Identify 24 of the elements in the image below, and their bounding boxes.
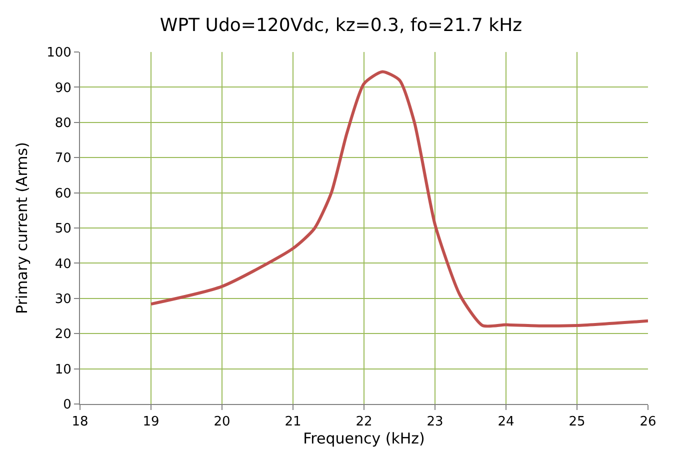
y-tick-label: 40 [54,256,72,272]
x-axis-title: Frequency (kHz) [303,430,425,448]
y-tick-label: 80 [54,116,72,131]
x-tick-label: 18 [72,414,88,430]
y-tick-label: 100 [46,46,72,61]
y-tick-label: 70 [54,151,72,166]
y-tick-label: 30 [54,292,72,307]
x-tick-label: 22 [356,414,372,430]
chart-title: WPT Udo=120Vdc, kz=0.3, fo=21.7 kHz [160,14,522,36]
y-axis-title: Primary current (Arms) [12,142,31,314]
x-tick-label: 24 [498,414,514,430]
x-tick-label: 21 [284,414,302,430]
x-tick-label: 20 [214,414,230,430]
y-tick-label: 90 [54,80,72,96]
line-series [150,70,648,328]
x-tick-label: 26 [640,414,656,430]
y-tick-label: 50 [54,222,72,237]
y-tick-label: 60 [54,186,72,202]
y-tick-label: 10 [54,362,72,378]
y-tick-label: 20 [54,327,72,342]
y-tick-label: 0 [63,398,72,413]
x-tick-label: 25 [568,414,586,430]
x-tick-label: 19 [142,414,160,430]
x-tick-label: 23 [426,414,444,430]
